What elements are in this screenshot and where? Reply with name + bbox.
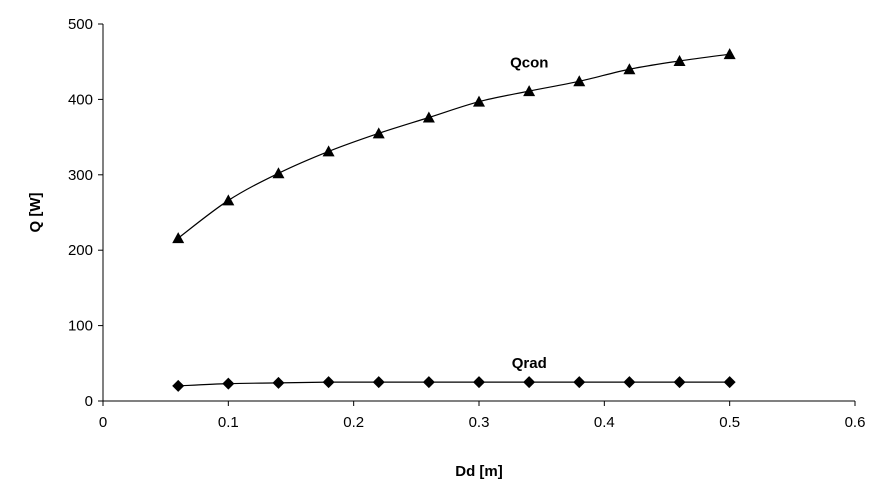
y-ticks: 0 100 200 300 400 500	[68, 16, 103, 410]
x-tick-label: 0.5	[719, 414, 740, 431]
x-tick-label: 0.3	[469, 414, 490, 431]
data-point-qcon	[723, 48, 736, 60]
data-point-qrad	[272, 376, 285, 389]
y-tick-label: 500	[68, 16, 93, 33]
y-tick-label: 400	[68, 91, 93, 108]
data-point-qcon	[172, 232, 185, 244]
series-qcon	[172, 48, 736, 244]
data-point-qcon	[372, 127, 385, 139]
x-tick-label: 0	[99, 414, 107, 431]
y-tick-label: 100	[68, 318, 93, 335]
data-point-qcon	[422, 111, 435, 123]
data-point-qcon	[272, 167, 285, 179]
x-tick-label: 0.6	[845, 414, 866, 431]
x-tick-label: 0.2	[343, 414, 364, 431]
data-point-qcon	[623, 63, 636, 75]
data-point-qrad	[723, 376, 736, 389]
series-label-qcon: Qcon	[510, 54, 548, 71]
series-line-qrad	[178, 381, 730, 387]
x-axis-title: Dd [m]	[455, 463, 503, 480]
data-point-qcon	[573, 75, 586, 87]
y-tick-label: 300	[68, 167, 93, 184]
series-qrad	[172, 376, 736, 392]
x-ticks: 0 0.1 0.2 0.3 0.4 0.5 0.6	[99, 401, 866, 431]
data-point-qcon	[523, 85, 536, 97]
data-point-qrad	[222, 377, 235, 390]
data-point-qcon	[322, 145, 335, 157]
data-point-qrad	[422, 376, 435, 389]
series-labels: Qcon Qrad	[510, 54, 548, 372]
y-tick-label: 0	[85, 393, 93, 410]
x-tick-label: 0.4	[594, 414, 615, 431]
data-point-qrad	[623, 376, 636, 389]
series-line-qcon	[177, 53, 730, 239]
data-point-qrad	[573, 376, 586, 389]
series-layer	[172, 48, 736, 392]
data-point-qrad	[372, 376, 385, 389]
data-point-qrad	[473, 376, 485, 389]
data-point-qrad	[523, 376, 536, 389]
axes	[102, 24, 855, 402]
data-point-qcon	[222, 194, 235, 206]
data-point-qrad	[172, 379, 185, 392]
data-point-qrad	[673, 376, 686, 389]
x-tick-label: 0.1	[218, 414, 239, 431]
data-point-qcon	[673, 54, 686, 66]
data-point-qcon	[473, 95, 485, 107]
y-axis-title: Q [W]	[27, 193, 44, 233]
y-tick-label: 200	[68, 242, 93, 259]
data-point-qrad	[322, 376, 335, 389]
series-label-qrad: Qrad	[512, 355, 547, 372]
